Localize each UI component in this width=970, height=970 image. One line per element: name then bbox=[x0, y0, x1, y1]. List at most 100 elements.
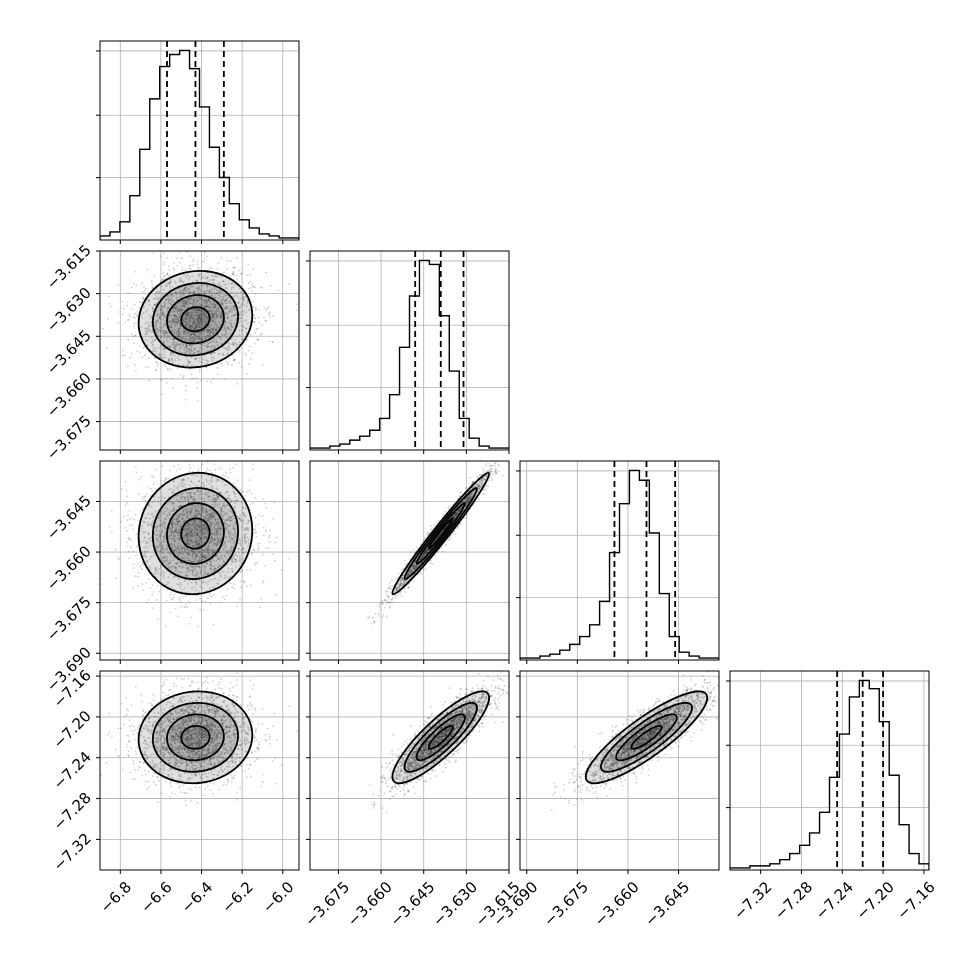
sample-point bbox=[228, 576, 231, 579]
sample-point bbox=[223, 546, 226, 549]
sample-point bbox=[216, 533, 219, 535]
sample-point bbox=[423, 552, 426, 554]
sample-point bbox=[224, 513, 227, 516]
sample-point bbox=[411, 569, 414, 571]
sample-point bbox=[180, 556, 183, 559]
sample-point bbox=[200, 514, 202, 517]
sample-point bbox=[173, 480, 175, 483]
sample-point bbox=[181, 589, 183, 591]
sample-point bbox=[227, 528, 229, 531]
sample-point bbox=[159, 329, 162, 332]
sample-point bbox=[229, 498, 231, 500]
sample-point bbox=[161, 570, 164, 572]
sample-point bbox=[190, 297, 192, 299]
sample-point bbox=[199, 323, 201, 326]
sample-point bbox=[240, 304, 243, 307]
sample-point bbox=[249, 345, 252, 348]
sample-point bbox=[199, 560, 202, 562]
sample-point bbox=[271, 341, 274, 343]
sample-point bbox=[227, 307, 229, 310]
sample-point bbox=[181, 302, 184, 305]
sample-point bbox=[206, 563, 209, 566]
sample-point bbox=[215, 568, 218, 570]
sample-point bbox=[186, 523, 189, 525]
sample-point bbox=[179, 312, 182, 315]
sample-point bbox=[191, 552, 194, 555]
sample-point bbox=[223, 300, 225, 302]
sample-point bbox=[195, 287, 198, 289]
contour-outer-2-0 bbox=[137, 471, 254, 596]
sample-point bbox=[181, 266, 184, 269]
sample-point bbox=[259, 286, 262, 289]
sample-point bbox=[200, 346, 203, 349]
sample-point bbox=[160, 309, 162, 311]
sample-point bbox=[216, 324, 219, 327]
sample-point bbox=[189, 326, 191, 329]
sample-point bbox=[191, 508, 194, 511]
sample-point bbox=[195, 313, 198, 316]
sample-point bbox=[244, 295, 247, 298]
sample-point bbox=[233, 314, 236, 316]
sample-point bbox=[145, 539, 147, 542]
sample-point bbox=[207, 496, 210, 498]
sample-point bbox=[188, 298, 190, 301]
sample-point bbox=[254, 331, 257, 334]
sample-point bbox=[167, 297, 170, 300]
sample-point bbox=[193, 357, 196, 360]
sample-point bbox=[190, 317, 193, 319]
sample-point bbox=[199, 515, 202, 518]
sample-point bbox=[233, 533, 236, 535]
sample-point bbox=[207, 544, 210, 547]
sample-point bbox=[240, 272, 243, 274]
sample-point bbox=[219, 289, 222, 292]
sample-point bbox=[201, 312, 204, 315]
sample-point bbox=[187, 360, 190, 363]
sample-point bbox=[215, 543, 218, 545]
sample-point bbox=[259, 333, 262, 336]
sample-point bbox=[156, 547, 159, 550]
sample-point bbox=[223, 521, 226, 524]
sample-point bbox=[173, 331, 176, 334]
sample-point bbox=[189, 526, 192, 529]
sample-point bbox=[177, 571, 179, 574]
sample-point bbox=[182, 364, 185, 367]
sample-point bbox=[472, 481, 474, 483]
sample-point bbox=[211, 549, 214, 551]
sample-point bbox=[467, 497, 470, 500]
sample-point bbox=[215, 329, 218, 332]
sample-point bbox=[201, 338, 204, 341]
sample-point bbox=[192, 498, 195, 501]
sample-point bbox=[142, 556, 145, 558]
sample-point bbox=[217, 521, 220, 524]
sample-point bbox=[178, 328, 180, 331]
sample-point bbox=[208, 509, 211, 512]
sample-point bbox=[183, 351, 186, 354]
sample-point bbox=[128, 538, 130, 541]
sample-point bbox=[256, 339, 259, 341]
sample-point bbox=[182, 364, 185, 367]
sample-point bbox=[146, 321, 148, 324]
sample-point bbox=[199, 297, 202, 299]
sample-point bbox=[216, 504, 219, 507]
sample-point bbox=[264, 319, 267, 322]
sample-point bbox=[182, 319, 185, 322]
sample-point bbox=[227, 306, 230, 309]
sample-point bbox=[253, 305, 255, 308]
sample-point bbox=[183, 528, 186, 531]
sample-point bbox=[137, 585, 140, 588]
sample-point bbox=[174, 530, 176, 533]
sample-point bbox=[149, 568, 152, 571]
sample-point bbox=[212, 498, 214, 500]
sample-point bbox=[169, 299, 172, 302]
sample-point bbox=[205, 316, 208, 318]
sample-point bbox=[219, 312, 221, 315]
sample-point bbox=[190, 311, 193, 314]
sample-point bbox=[274, 541, 277, 543]
sample-point bbox=[222, 504, 225, 506]
sample-point bbox=[240, 273, 242, 276]
sample-point bbox=[204, 557, 207, 560]
sample-point bbox=[191, 458, 193, 460]
sample-point bbox=[218, 316, 221, 319]
sample-point bbox=[228, 530, 230, 533]
sample-point bbox=[147, 326, 150, 329]
